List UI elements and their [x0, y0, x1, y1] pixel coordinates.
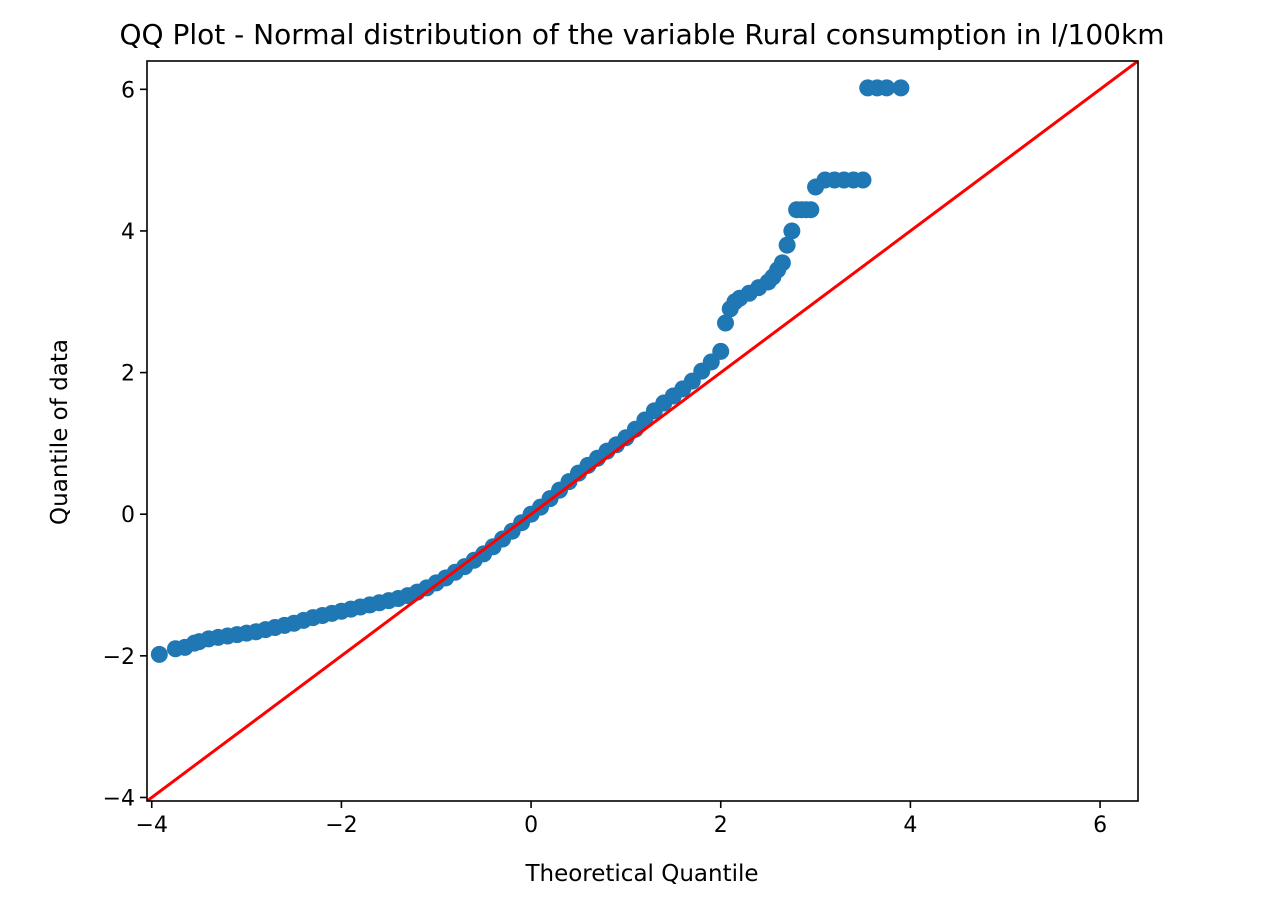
data-point — [716, 314, 734, 332]
plot-area: −4 −2 0 2 4 6 −4 −2 0 2 4 6 — [103, 60, 1139, 838]
reference-line — [147, 61, 1138, 801]
data-point — [802, 201, 820, 219]
x-tick-label: 2 — [714, 813, 728, 838]
x-tick-label: −4 — [136, 813, 168, 838]
x-tick-label: 4 — [903, 813, 917, 838]
y-tick-label: 2 — [121, 362, 135, 387]
data-point — [712, 342, 730, 360]
data-point — [854, 171, 872, 189]
y-tick-label: −2 — [103, 645, 135, 670]
x-tick-label: 6 — [1093, 813, 1107, 838]
plot-frame — [146, 60, 1139, 802]
y-tick-label: 6 — [121, 78, 135, 103]
data-point — [778, 236, 796, 254]
data-point — [892, 79, 910, 97]
data-point — [773, 254, 791, 272]
data-point — [150, 645, 168, 663]
y-tick-label: 0 — [121, 503, 135, 528]
data-point — [878, 79, 896, 97]
y-axis-label: Quantile of data — [47, 339, 73, 525]
x-tick-label: −2 — [325, 813, 357, 838]
chart-title: QQ Plot - Normal distribution of the var… — [120, 18, 1165, 51]
x-tick-label: 0 — [524, 813, 538, 838]
y-tick-label: −4 — [103, 786, 135, 811]
y-tick-label: 4 — [121, 220, 135, 245]
x-axis-label: Theoretical Quantile — [524, 861, 758, 887]
data-point — [783, 222, 801, 240]
